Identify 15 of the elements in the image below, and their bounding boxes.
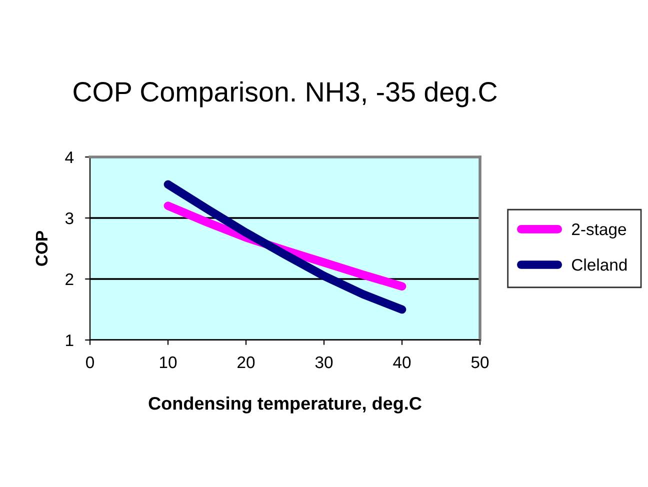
- x-tick-label: 10: [160, 356, 177, 368]
- y-tick-label: 4: [65, 152, 74, 164]
- x-tick-label: 50: [471, 356, 489, 368]
- x-tick-label: 30: [315, 356, 333, 368]
- y-axis-title: COP: [36, 231, 48, 266]
- x-tick-label: 40: [393, 356, 411, 368]
- legend-label: Cleland: [572, 258, 627, 271]
- x-tick-label: 0: [86, 356, 94, 368]
- chart-title: COP Comparison. NH3, -35 deg.C: [74, 81, 497, 108]
- legend-label: 2-stage: [572, 223, 626, 238]
- y-tick-label: 1: [66, 334, 74, 346]
- y-tick-label: 2: [66, 273, 74, 286]
- y-tick-label: 3: [65, 212, 74, 224]
- x-tick-label: 20: [238, 356, 255, 368]
- x-axis-title: Condensing temperature, deg.C: [148, 396, 422, 414]
